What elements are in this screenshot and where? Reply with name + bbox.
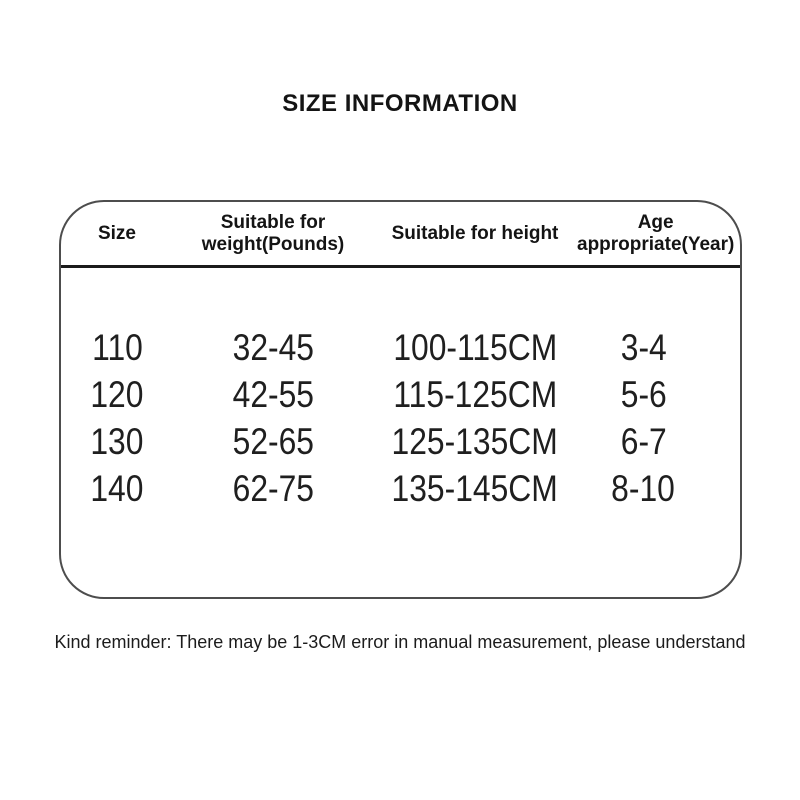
header-cell-size: Size bbox=[97, 222, 137, 244]
cell-value: 110 bbox=[91, 326, 143, 368]
size-table: Size Suitable for weight(Pounds) Suitabl… bbox=[59, 200, 742, 599]
cell-weight: 32-45 bbox=[173, 327, 373, 369]
cell-value: 62-75 bbox=[232, 467, 314, 509]
cell-age: 8-10 bbox=[577, 468, 740, 510]
cell-weight: 42-55 bbox=[173, 374, 373, 416]
cell-age: 6-7 bbox=[577, 421, 740, 463]
cell-value: 115-125CM bbox=[393, 373, 557, 415]
cell-size: 140 bbox=[61, 468, 173, 510]
cell-value: 8-10 bbox=[611, 467, 676, 509]
cell-value: 3-4 bbox=[620, 326, 667, 368]
cell-value: 32-45 bbox=[232, 326, 314, 368]
cell-age: 3-4 bbox=[577, 327, 740, 369]
measurement-disclaimer: Kind reminder: There may be 1-3CM error … bbox=[54, 632, 746, 652]
table-row: 140 62-75 135-145CM 8-10 bbox=[61, 465, 740, 512]
header-cell-weight: Suitable for weight(Pounds) bbox=[201, 211, 345, 255]
table-row: 110 32-45 100-115CM 3-4 bbox=[61, 324, 740, 371]
cell-weight: 52-65 bbox=[173, 421, 373, 463]
cell-height: 115-125CM bbox=[373, 374, 577, 416]
cell-value: 130 bbox=[90, 420, 144, 462]
cell-size: 110 bbox=[61, 327, 173, 369]
table-row: 130 52-65 125-135CM 6-7 bbox=[61, 418, 740, 465]
cell-weight: 62-75 bbox=[173, 468, 373, 510]
cell-height: 135-145CM bbox=[373, 468, 577, 510]
cell-size: 120 bbox=[61, 374, 173, 416]
cell-height: 100-115CM bbox=[373, 327, 577, 369]
header-cell-age: Age appropriate(Year) bbox=[577, 211, 735, 255]
cell-value: 120 bbox=[90, 373, 144, 415]
cell-value: 5-6 bbox=[620, 373, 667, 415]
cell-value: 140 bbox=[90, 467, 144, 509]
table-row: 120 42-55 115-125CM 5-6 bbox=[61, 371, 740, 418]
size-table-header-row: Size Suitable for weight(Pounds) Suitabl… bbox=[61, 202, 740, 268]
cell-size: 130 bbox=[61, 421, 173, 463]
cell-height: 125-135CM bbox=[373, 421, 577, 463]
cell-value: 100-115CM bbox=[393, 326, 557, 368]
cell-value: 42-55 bbox=[232, 373, 314, 415]
size-table-body: 110 32-45 100-115CM 3-4 120 42-55 115-12… bbox=[61, 324, 740, 512]
cell-value: 125-135CM bbox=[391, 420, 559, 462]
page-title: SIZE INFORMATION bbox=[282, 90, 518, 117]
cell-age: 5-6 bbox=[577, 374, 740, 416]
cell-value: 52-65 bbox=[232, 420, 314, 462]
cell-value: 6-7 bbox=[620, 420, 667, 462]
cell-value: 135-145CM bbox=[391, 467, 559, 509]
header-cell-height: Suitable for height bbox=[391, 222, 559, 244]
